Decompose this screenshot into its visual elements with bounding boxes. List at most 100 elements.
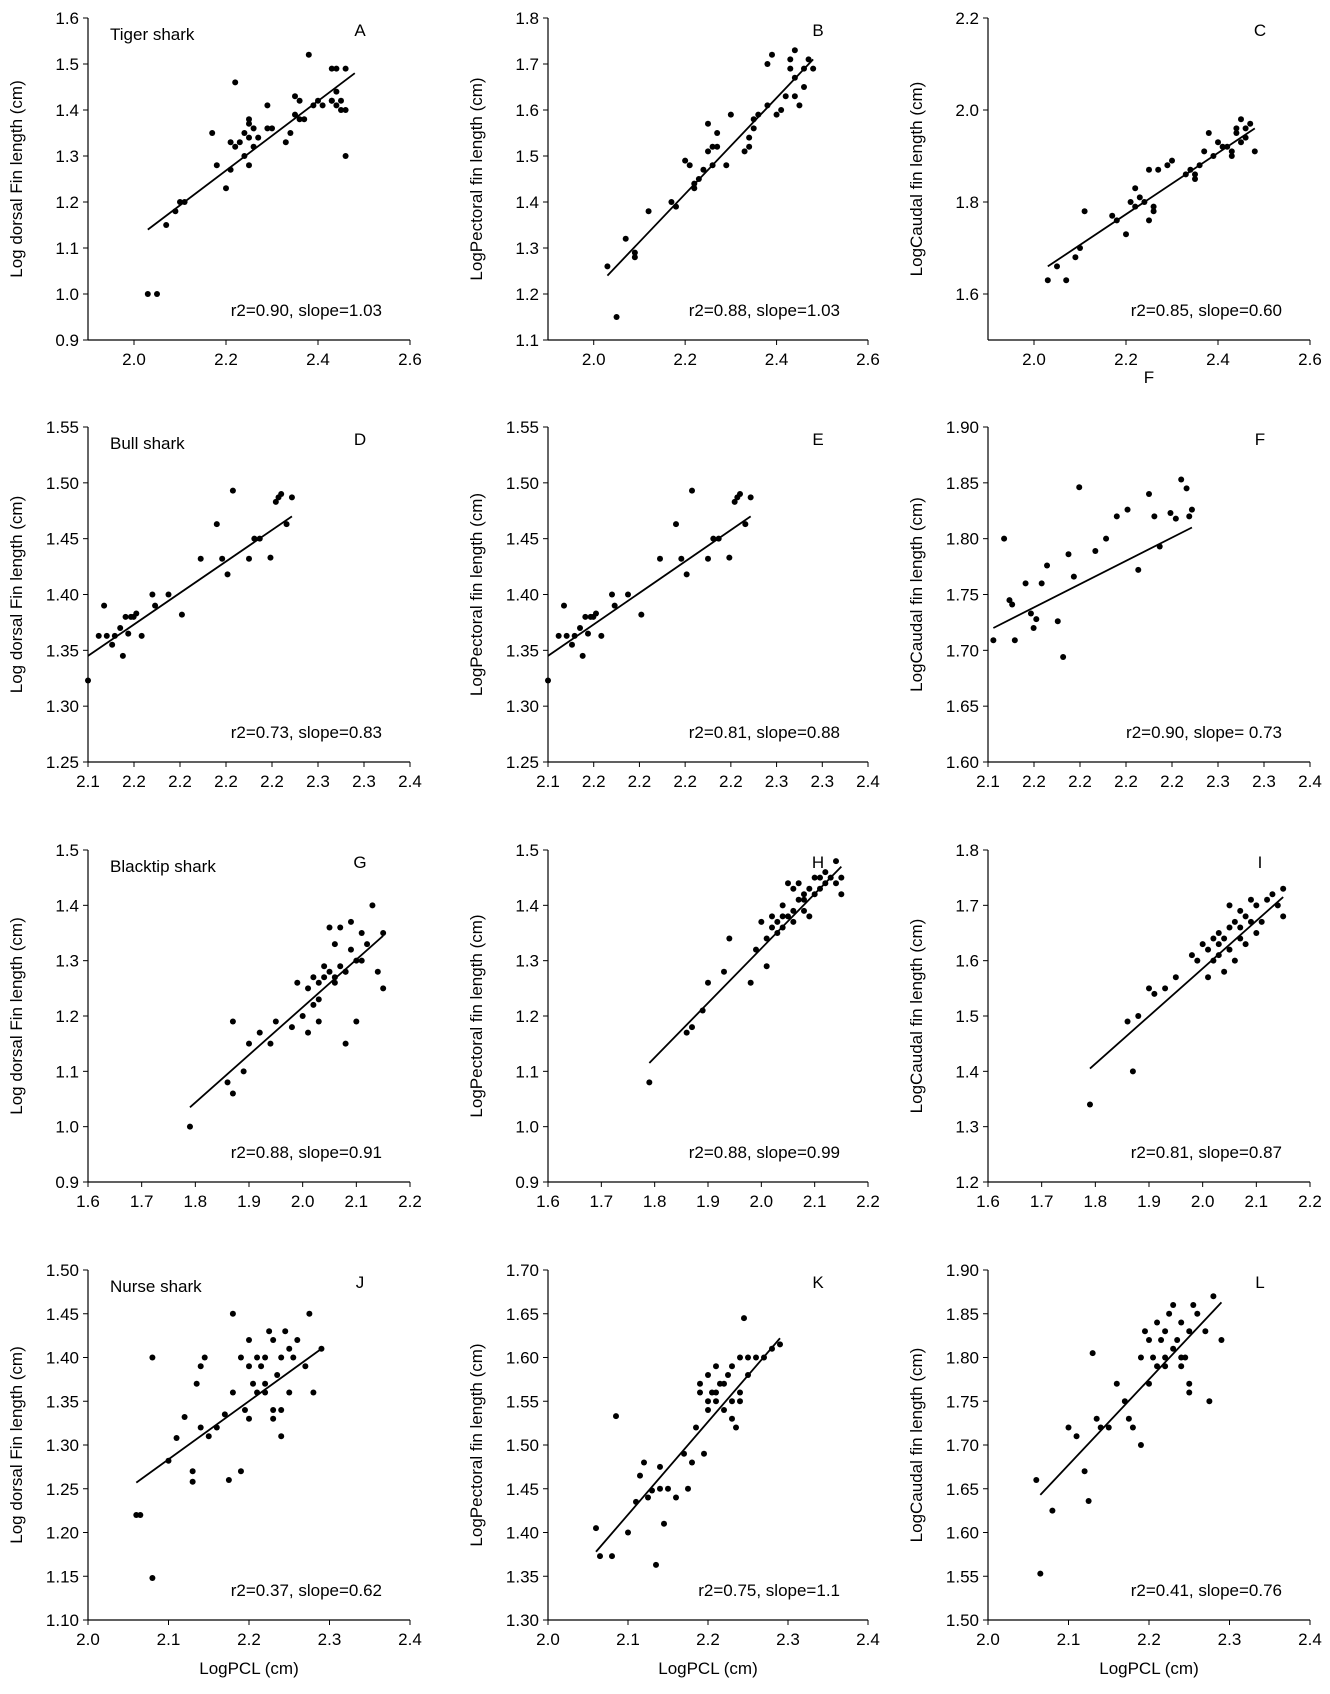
data-point <box>246 1040 252 1047</box>
y-tick-label: 1.55 <box>46 418 79 437</box>
y-tick-label: 1.20 <box>46 1524 79 1543</box>
x-tick-label: 2.3 <box>1206 772 1230 791</box>
panel-letter: G <box>353 853 366 872</box>
stats-annotation: r2=0.37, slope=0.62 <box>231 1581 382 1600</box>
data-point <box>246 1415 252 1422</box>
data-point <box>1162 1328 1169 1335</box>
y-tick-label: 1.70 <box>946 641 979 660</box>
data-point <box>1086 1101 1093 1108</box>
data-point <box>1210 935 1217 942</box>
data-point <box>1063 277 1070 284</box>
data-point <box>682 157 689 164</box>
data-point <box>769 1345 775 1352</box>
data-point <box>85 677 91 684</box>
data-point <box>571 632 578 639</box>
stats-annotation: r2=0.90, slope= 0.73 <box>1126 723 1282 742</box>
data-point <box>681 1450 687 1457</box>
panel-letter: I <box>1258 853 1263 872</box>
data-point <box>315 996 322 1003</box>
data-point <box>710 535 717 542</box>
y-tick-label: 1.70 <box>946 1436 979 1455</box>
panel-k: 1.30 1.35 1.40 1.45 1.50 1.55 1.60 1.65 1.70 2.0 2… <box>467 1261 880 1678</box>
data-point <box>282 1328 289 1335</box>
data-point <box>665 1485 671 1492</box>
data-point <box>774 918 781 925</box>
data-point <box>197 555 204 562</box>
x-axis-label: LogPCL (cm) <box>1099 1659 1199 1678</box>
data-point <box>1186 1389 1193 1396</box>
y-tick-label: 1.30 <box>506 1611 539 1630</box>
data-point <box>1146 491 1152 497</box>
data-point <box>1154 1363 1161 1370</box>
y-tick-label: 1.10 <box>46 1611 79 1630</box>
data-point <box>645 1494 651 1501</box>
data-point <box>750 116 757 123</box>
data-point <box>774 930 781 936</box>
data-point <box>713 1363 719 1370</box>
data-point <box>1170 1345 1177 1352</box>
data-point <box>254 1354 261 1361</box>
x-tick-label: 2.3 <box>1252 772 1276 791</box>
y-tick-label: 1.5 <box>515 147 539 166</box>
y-tick-label: 1.50 <box>46 1261 79 1280</box>
data-point <box>1038 580 1045 587</box>
x-tick-label: 2.3 <box>810 772 834 791</box>
data-point <box>246 120 252 127</box>
x-tick-label: 2.0 <box>291 1192 315 1211</box>
stats-annotation: r2=0.88, slope=1.03 <box>689 301 840 320</box>
x-tick-label: 1.8 <box>643 1192 667 1211</box>
data-point <box>1132 203 1139 210</box>
x-tick-label: 1.8 <box>184 1192 208 1211</box>
data-point <box>1093 1415 1100 1422</box>
data-point <box>246 1363 252 1370</box>
data-point <box>246 555 252 562</box>
data-point <box>1167 509 1174 516</box>
x-tick-label: 1.6 <box>976 1192 1000 1211</box>
panel-g: 0.9 1.0 1.1 1.2 1.3 1.4 1.5 1.6 1.7 1.8 1.9 2.0 2.1 2… <box>7 841 422 1211</box>
y-tick-label: 1.3 <box>515 952 539 971</box>
panel-b: 1.1 1.2 1.3 1.4 1.5 1.6 1.7 1.8 2.0 2.2 2.4 2.6 LogP… <box>467 9 880 369</box>
data-point <box>750 125 757 132</box>
data-point <box>763 935 770 942</box>
data-point <box>1103 535 1110 542</box>
data-point <box>1178 1319 1185 1326</box>
x-tick-label: 2.2 <box>398 1192 422 1211</box>
x-tick-label: 1.7 <box>130 1192 154 1211</box>
x-tick-label: 2.2 <box>122 772 146 791</box>
y-tick-label: 1.2 <box>55 1007 79 1026</box>
data-point <box>699 1007 706 1014</box>
x-tick-label: 2.6 <box>856 350 880 369</box>
y-tick-label: 1.3 <box>55 147 79 166</box>
data-point <box>299 1013 306 1019</box>
data-point <box>1146 1380 1152 1387</box>
panel-j: 1.10 1.15 1.20 1.25 1.30 1.35 1.40 1.45 1.50 2.0 2… <box>7 1261 422 1678</box>
data-point <box>1054 618 1061 625</box>
data-point <box>333 65 340 72</box>
data-point <box>585 630 591 637</box>
data-point <box>695 176 702 182</box>
data-point <box>1121 1398 1128 1405</box>
data-point <box>119 652 126 659</box>
y-tick-label: 1.5 <box>515 841 539 860</box>
data-point <box>111 632 118 639</box>
data-point <box>286 1345 293 1352</box>
y-tick-label: 1.5 <box>55 841 79 860</box>
data-point <box>791 93 798 100</box>
data-point <box>1231 957 1238 964</box>
x-tick-label: 2.6 <box>1298 350 1322 369</box>
panel-letter: K <box>812 1273 824 1292</box>
x-tick-label: 2.3 <box>352 772 376 791</box>
data-point <box>721 968 727 975</box>
data-point <box>723 162 730 169</box>
data-point <box>613 1413 619 1420</box>
stats-annotation: r2=0.41, slope=0.76 <box>1131 1581 1282 1600</box>
data-point <box>250 143 257 150</box>
data-point <box>246 162 252 169</box>
data-point <box>817 885 823 892</box>
data-point <box>1192 176 1198 182</box>
y-tick-label: 1.25 <box>506 753 539 772</box>
x-tick-label: 1.9 <box>237 1192 261 1211</box>
data-point <box>219 555 226 562</box>
data-point <box>1224 143 1231 150</box>
data-point <box>241 153 248 159</box>
